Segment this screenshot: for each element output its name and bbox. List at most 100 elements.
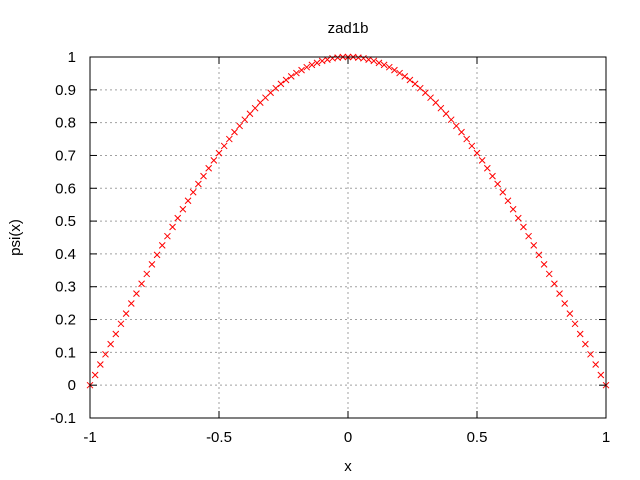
x-tick-label: 1 (602, 429, 610, 446)
data-point (277, 80, 285, 88)
data-point (489, 172, 496, 180)
y-tick-label: 0.5 (55, 213, 76, 230)
data-point (133, 290, 140, 297)
data-point (102, 350, 109, 358)
data-point (551, 280, 558, 288)
data-point (545, 270, 553, 278)
data-point (473, 149, 481, 157)
data-point (251, 104, 259, 112)
data-point (287, 73, 295, 80)
data-point (138, 280, 145, 288)
data-point (91, 371, 99, 379)
data-point (272, 84, 280, 92)
data-point (422, 89, 429, 97)
data-point (246, 110, 254, 118)
data-point (143, 270, 151, 278)
data-point (494, 180, 501, 188)
axis-ticks (89, 56, 607, 419)
y-tick-label: 0.8 (55, 115, 76, 132)
data-point (148, 261, 156, 268)
x-tick-label: 0.5 (467, 429, 488, 446)
data-point (298, 66, 305, 74)
data-point (215, 149, 223, 157)
data-point (117, 320, 125, 328)
data-point (525, 232, 532, 240)
data-point (370, 57, 378, 65)
data-point (499, 188, 507, 196)
y-tick-label: 0.1 (55, 344, 76, 361)
grid-lines (90, 57, 606, 418)
data-point (478, 157, 486, 164)
data-point (164, 232, 171, 240)
data-point (127, 300, 135, 307)
data-point (282, 76, 290, 84)
data-point (303, 63, 311, 71)
data-point (463, 135, 471, 143)
data-point (225, 135, 233, 143)
x-tick-labels: -1 -0.5 0 0.5 1 (83, 429, 610, 446)
data-point (205, 164, 213, 172)
data-point (96, 361, 104, 368)
data-point (427, 94, 434, 102)
data-point (210, 157, 218, 164)
data-point (360, 54, 367, 62)
x-tick-label: -0.5 (206, 429, 232, 446)
data-point (375, 59, 383, 67)
data-point (561, 300, 569, 307)
y-tick-label: 0 (68, 377, 76, 394)
data-point (324, 56, 331, 63)
data-point (566, 310, 574, 317)
data-point (447, 116, 455, 124)
data-point (530, 242, 538, 249)
data-point (587, 350, 594, 358)
data-point (184, 197, 192, 205)
chart-title: zad1b (328, 20, 369, 37)
data-point (514, 214, 522, 222)
data-point (107, 340, 114, 348)
data-point (432, 99, 440, 106)
data-point (153, 251, 161, 259)
data-point (195, 180, 202, 188)
data-point (158, 242, 166, 249)
data-point (520, 223, 527, 231)
data-point (571, 320, 579, 328)
data-point (535, 251, 543, 259)
y-tick-label: 0.7 (55, 147, 76, 164)
y-axis-label: psi(x) (7, 219, 24, 256)
data-point (179, 205, 187, 213)
data-point (236, 122, 243, 130)
data-series (86, 53, 610, 389)
data-point (411, 80, 419, 88)
y-tick-label: -0.1 (50, 410, 76, 427)
data-point (396, 69, 403, 77)
x-axis-label: x (344, 458, 352, 475)
data-point (468, 142, 476, 150)
data-point (293, 69, 300, 77)
data-point (504, 197, 512, 205)
data-point (458, 128, 465, 136)
data-point (231, 128, 238, 136)
data-point (582, 340, 589, 348)
y-tick-labels: -0.1 0 0.1 0.2 0.3 0.4 0.5 0.6 0.7 0.8 0.9 1 (50, 49, 76, 427)
data-point (597, 371, 605, 379)
data-point (313, 59, 321, 67)
data-point (256, 99, 264, 106)
data-point (112, 330, 120, 338)
data-point (262, 94, 269, 102)
y-tick-label: 0.9 (55, 82, 76, 99)
data-point (220, 142, 228, 150)
y-tick-label: 0.6 (55, 180, 76, 197)
y-tick-label: 0.3 (55, 279, 76, 296)
x-tick-label: -1 (83, 429, 96, 446)
data-point (200, 172, 207, 180)
data-point (189, 188, 197, 196)
data-point (401, 73, 409, 80)
data-point (308, 61, 316, 69)
data-point (453, 122, 460, 130)
data-point (483, 164, 491, 172)
y-tick-label: 0.2 (55, 312, 76, 329)
data-point (122, 310, 130, 317)
data-point (380, 61, 388, 69)
